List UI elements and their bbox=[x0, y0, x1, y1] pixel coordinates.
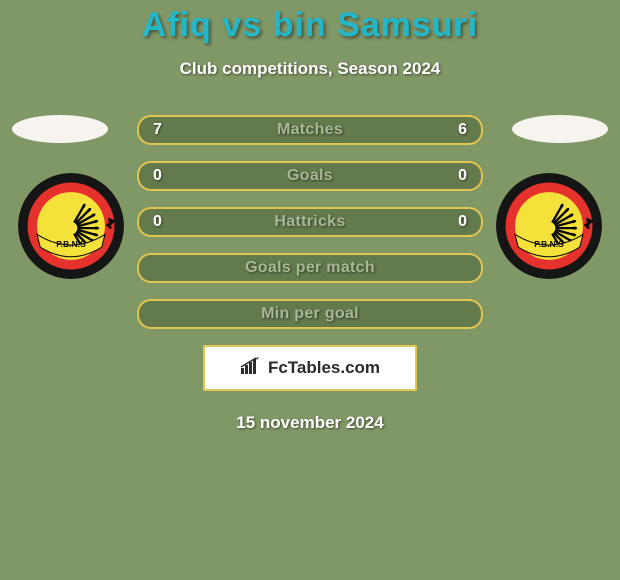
player-avatar-right bbox=[512, 115, 608, 143]
comparison-card: Afiq vs bin Samsuri Club competitions, S… bbox=[0, 0, 620, 433]
stat-value-left: 0 bbox=[153, 167, 162, 185]
stat-row-goals: 0 Goals 0 bbox=[137, 161, 483, 191]
stat-label: Min per goal bbox=[261, 305, 359, 323]
stat-row-hattricks: 0 Hattricks 0 bbox=[137, 207, 483, 237]
club-badge-left-svg: P.B.N.S bbox=[18, 173, 124, 279]
stat-value-left: 0 bbox=[153, 213, 162, 231]
stat-label: Goals bbox=[287, 167, 333, 185]
stat-value-right: 0 bbox=[458, 167, 467, 185]
stats-area: P.B.N.S P.B.N.S 7 Matches 6 0 Goals 0 bbox=[0, 115, 620, 433]
stat-value-right: 6 bbox=[458, 121, 467, 139]
stat-value-right: 0 bbox=[458, 213, 467, 231]
club-badge-left: P.B.N.S bbox=[18, 173, 124, 279]
stat-rows: 7 Matches 6 0 Goals 0 0 Hattricks 0 Goal… bbox=[137, 115, 483, 329]
subtitle: Club competitions, Season 2024 bbox=[0, 59, 620, 79]
club-badge-right: P.B.N.S bbox=[496, 173, 602, 279]
club-badge-right-svg: P.B.N.S bbox=[496, 173, 602, 279]
bar-chart-icon bbox=[240, 357, 262, 380]
stat-value-left: 7 bbox=[153, 121, 162, 139]
stat-label: Matches bbox=[277, 121, 343, 139]
svg-text:P.B.N.S: P.B.N.S bbox=[534, 239, 564, 249]
stat-row-matches: 7 Matches 6 bbox=[137, 115, 483, 145]
stat-row-min-per-goal: Min per goal bbox=[137, 299, 483, 329]
stat-label: Goals per match bbox=[245, 259, 375, 277]
stat-label: Hattricks bbox=[274, 213, 345, 231]
svg-text:P.B.N.S: P.B.N.S bbox=[56, 239, 86, 249]
page-title: Afiq vs bin Samsuri bbox=[0, 0, 620, 45]
player-avatar-left bbox=[12, 115, 108, 143]
stat-row-goals-per-match: Goals per match bbox=[137, 253, 483, 283]
brand-text: FcTables.com bbox=[268, 358, 380, 378]
date-text: 15 november 2024 bbox=[0, 413, 620, 433]
brand-box: FcTables.com bbox=[203, 345, 417, 391]
